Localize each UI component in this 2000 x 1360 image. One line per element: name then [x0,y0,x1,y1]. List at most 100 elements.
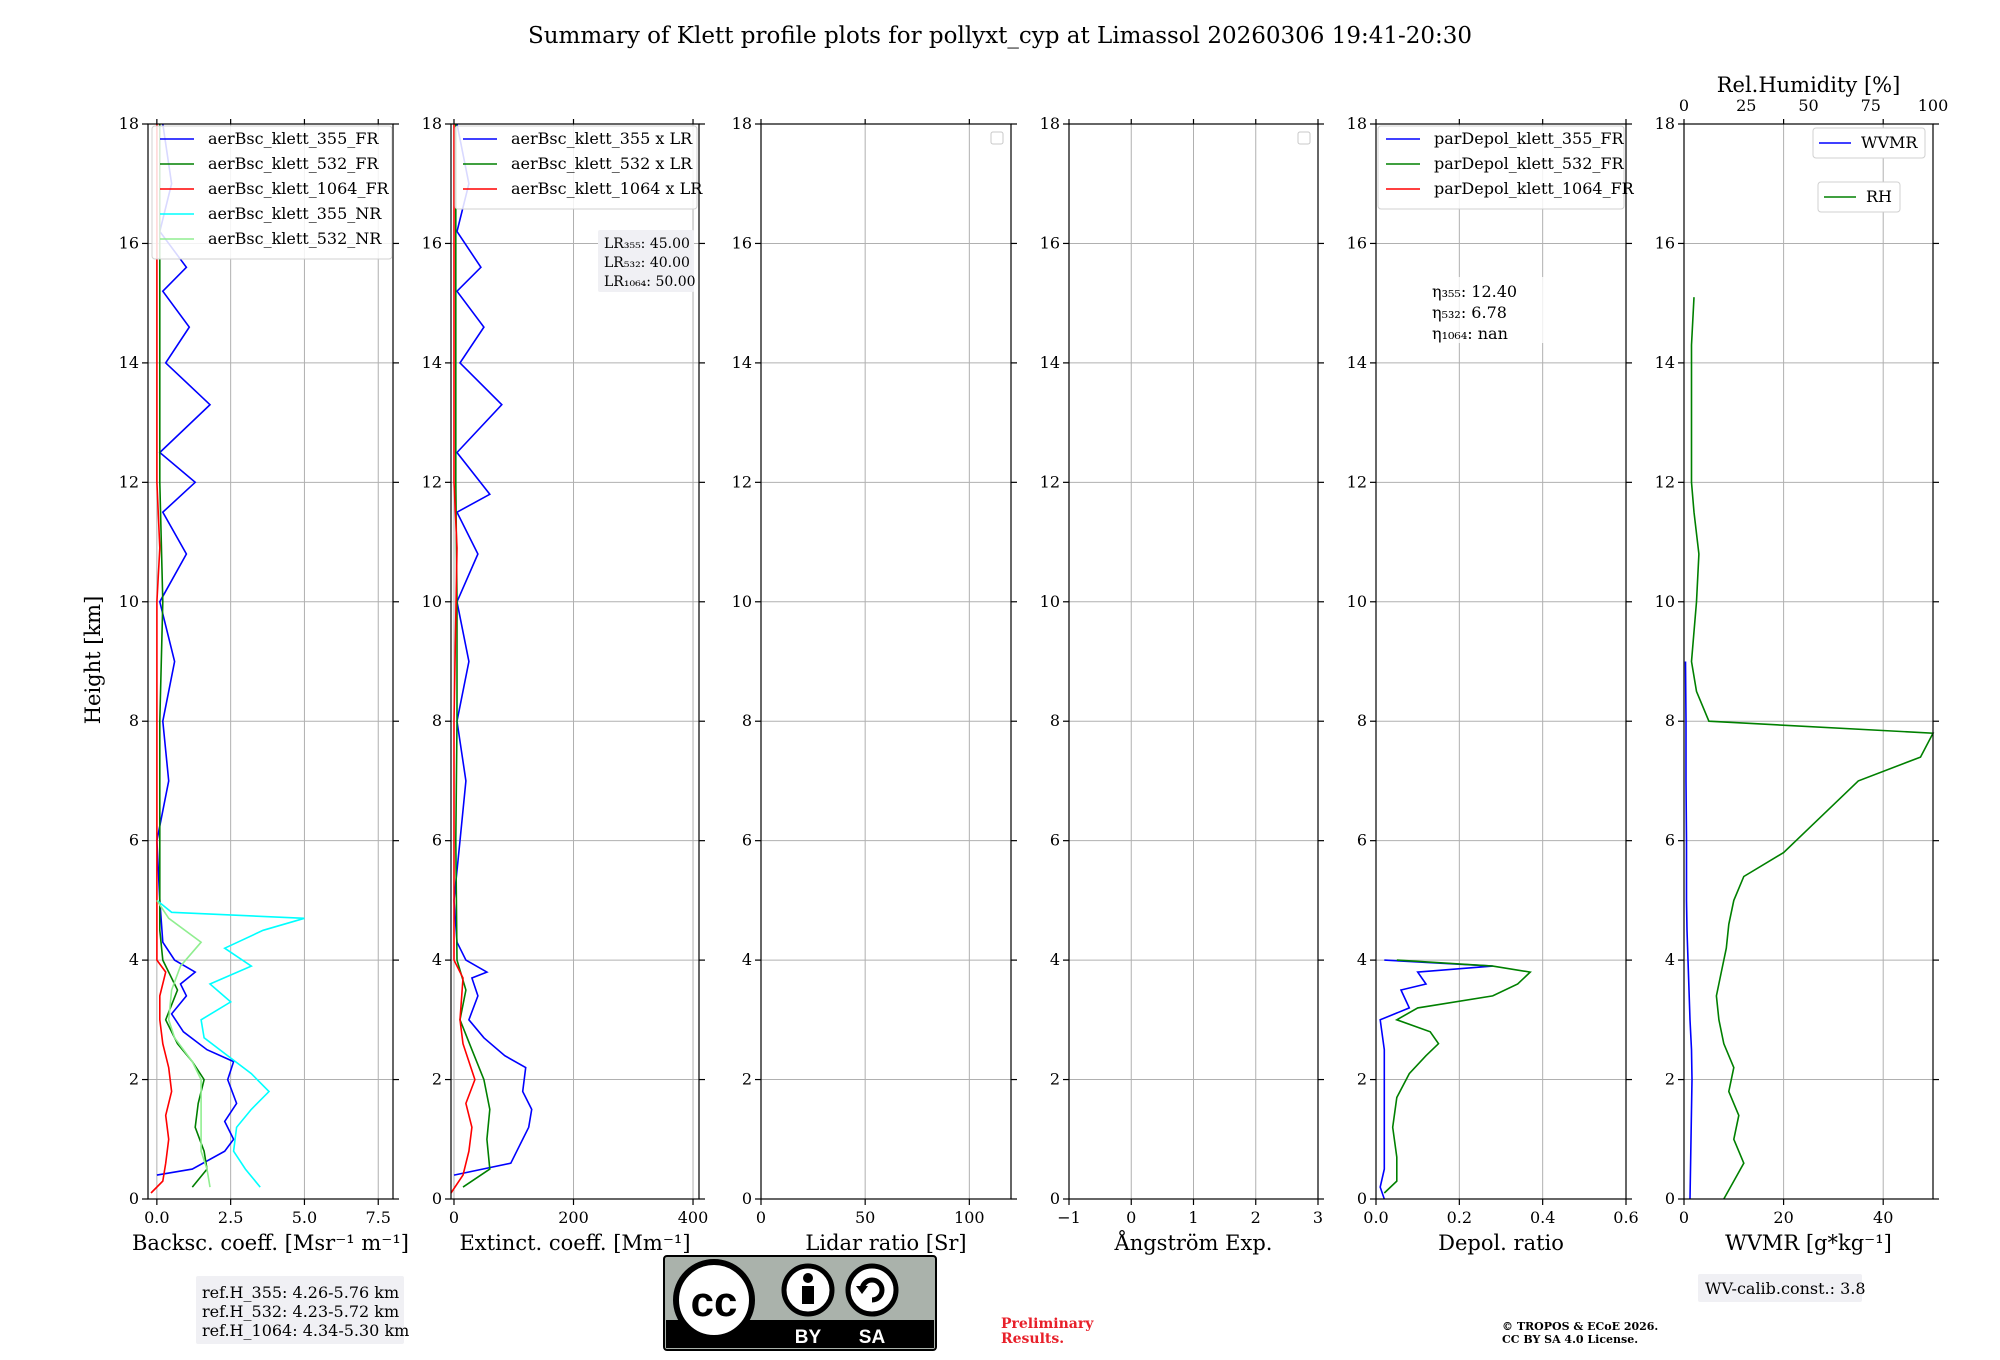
y-tick-label: 0 [1665,1189,1675,1208]
legend-entry: aerBsc_klett_355_FR [208,129,379,148]
ref-height-355: ref.H_355: 4.26-5.76 km [202,1283,399,1302]
eta-value: η₁₀₆₄: nan [1432,324,1508,343]
x-tick-label: 1 [1188,1208,1198,1227]
series-parDepol_klett_355_FR [1379,959,1493,1200]
sa-label: SA [859,1327,886,1348]
x-axis-label: Backsc. coeff. [Msr⁻¹ m⁻¹] [132,1231,409,1255]
ref-heights-box: ref.H_355: 4.26-5.76 km ref.H_532: 4.23-… [196,1276,409,1344]
cc-license-badge: cc BY SA [663,1255,937,1351]
y-tick-label: 12 [119,472,139,491]
y-tick-label: 10 [1040,592,1060,611]
x-tick-label: 2.5 [218,1208,243,1227]
y-tick-label: 8 [1665,711,1675,730]
y-tick-label: 2 [129,1070,139,1089]
eta-box [1426,277,1546,343]
figure-title: Summary of Klett profile plots for polly… [528,23,1472,49]
x-tick-label: 0.2 [1447,1208,1472,1227]
y-tick-label: 16 [1040,233,1060,252]
y-tick-label: 4 [1357,950,1367,969]
y-tick-label: 12 [1347,472,1367,491]
top-x-tick-label: 25 [1736,96,1756,115]
y-tick-label: 10 [1347,592,1367,611]
y-tick-label: 0 [129,1189,139,1208]
y-tick-label: 4 [742,950,752,969]
axes-frame [1683,123,1934,1200]
x-tick-label: 0 [1679,1208,1689,1227]
panel-water_vapor: 0 20 40 0 2 4 6 8 10 12 14 16 18 WVMR [g*kg⁻¹] 0 25 50 75… [1655,73,1949,1255]
legend-frame [1817,181,1901,213]
eta-value: η₅₃₂: 6.78 [1432,303,1507,322]
copyright-line-1: © TROPOS & ECoE 2026. [1502,1320,1658,1333]
legend-entry: parDepol_klett_1064_FR [1434,179,1635,198]
legend-entry: parDepol_klett_355_FR [1434,129,1625,148]
y-axis-label: Height [km] [81,596,105,725]
empty-legend [990,131,1004,145]
series-aerBsc_klett_355_FR [156,123,238,1176]
legend-entry: aerBsc_klett_1064_FR [208,179,390,198]
legend-entry: parDepol_klett_532_FR [1434,154,1625,173]
legend-entry: aerBsc_klett_355_NR [208,204,382,223]
preliminary-line-1: Preliminary [1001,1316,1094,1332]
series-aerBsc_klett_355_NR [156,899,305,1188]
y-tick-label: 6 [1665,831,1675,850]
y-tick-label: 8 [432,711,442,730]
ref-height-532: ref.H_532: 4.23-5.72 km [202,1302,399,1321]
series-aerBsc_klett_532_FR [159,124,208,1188]
series-group [1684,297,1935,1200]
y-tick-label: 10 [1655,592,1675,611]
empty-legend [1297,131,1311,145]
y-tick-label: 2 [1357,1070,1367,1089]
y-tick-label: 18 [1040,114,1060,133]
x-tick-label: 40 [1873,1208,1893,1227]
panel-depolarization: 0.0 0.2 0.4 0.6 0 2 4 6 8 10 12 14 16 18 Depol. ratio p… [1347,114,1639,1255]
y-tick-label: 18 [1655,114,1675,133]
x-axis-label: Extinct. coeff. [Mm⁻¹] [459,1231,690,1255]
y-tick-label: 10 [732,592,752,611]
x-tick-label: 3 [1313,1208,1323,1227]
series-aerBsc_klett_532_NR [156,899,211,1188]
y-tick-label: 8 [1357,711,1367,730]
y-tick-label: 0 [1357,1189,1367,1208]
x-tick-label: 100 [954,1208,985,1227]
legend-frame [151,125,393,260]
x-tick-label: 0 [1126,1208,1136,1227]
y-tick-label: 10 [119,592,139,611]
legend-frame [1377,125,1625,210]
y-tick-label: 16 [119,233,139,252]
y-tick-label: 0 [742,1189,752,1208]
top-x-tick-label: 100 [1918,96,1949,115]
axes-frame [147,123,394,1200]
axes-frame [1375,123,1627,1200]
axes-frame [450,123,700,1200]
x-axis-label: Lidar ratio [Sr] [805,1231,966,1255]
series-group [450,123,533,1194]
x-tick-label: 20 [1773,1208,1793,1227]
x-tick-label: −1 [1057,1208,1081,1227]
y-tick-label: 0 [1050,1189,1060,1208]
y-tick-label: 4 [432,950,442,969]
x-tick-label: 400 [678,1208,709,1227]
legend: aerBsc_klett_355_FR aerBsc_klett_532_FRae… [151,125,393,260]
x-tick-label: 0.6 [1613,1208,1638,1227]
y-tick-label: 8 [129,711,139,730]
y-tick-label: 6 [1357,831,1367,850]
y-tick-label: 18 [422,114,442,133]
series-RH [1690,297,1935,1200]
y-tick-label: 16 [1347,233,1367,252]
wv-calib-const: WV-calib.const.: 3.8 [1705,1279,1866,1298]
y-tick-label: 14 [119,353,139,372]
y-tick-label: 4 [129,950,139,969]
series-aerBsc_klett_355 x LR [453,123,533,1176]
x-tick-label: 7.5 [366,1208,391,1227]
y-tick-label: 2 [1050,1070,1060,1089]
x-tick-label: 5.0 [292,1208,317,1227]
series-WVMR [1684,661,1693,1200]
legend-entry: WVMR [1861,133,1918,152]
y-tick-label: 18 [732,114,752,133]
lidar-ratio-value: LR₁₀₆₄: 50.00 [604,274,696,290]
axes-frame [760,123,1012,1200]
legend-entry: aerBsc_klett_532 x LR [511,154,693,173]
